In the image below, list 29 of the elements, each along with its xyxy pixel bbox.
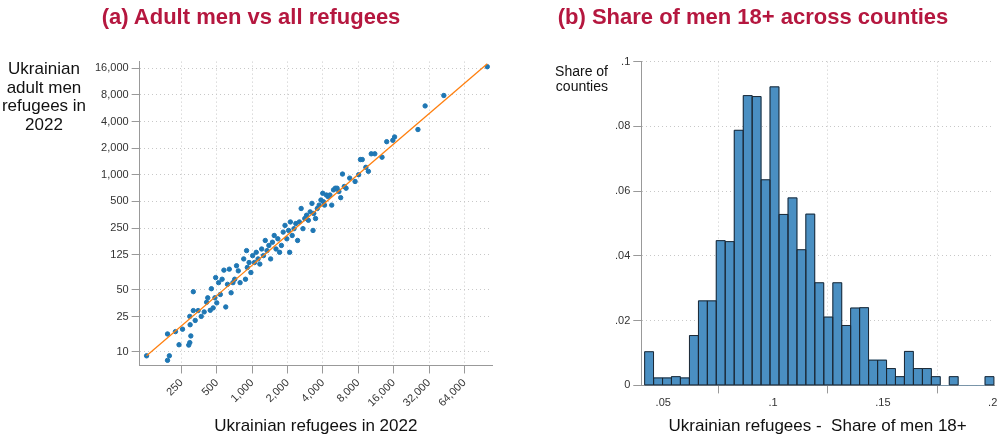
x-tick-label: .15 xyxy=(875,396,891,409)
y-tick-label: 4,000 xyxy=(101,114,129,127)
y-tick-label: .02 xyxy=(614,313,631,326)
y-tick-label: .04 xyxy=(614,248,631,261)
y-tick-label: 16,000 xyxy=(94,61,129,74)
y-tick-label: 250 xyxy=(110,221,129,234)
y-tick-label: .08 xyxy=(614,119,631,132)
chart-title: (b) Share of men 18+ across counties xyxy=(556,4,950,30)
x-axis-title: Ukrainian refugees in 2022 xyxy=(214,416,418,436)
x-axis-title: Ukrainian refugees - Share of men 18+ xyxy=(668,416,967,436)
x-tick-label: .1 xyxy=(768,396,778,409)
x-tick-label: .2 xyxy=(988,396,998,409)
y-tick-label: 0 xyxy=(624,378,631,391)
x-tick-label: 500 xyxy=(198,376,221,398)
y-tick-label: 8,000 xyxy=(101,87,129,100)
y-tick-label: 500 xyxy=(110,194,129,207)
y-tick-label: 2,000 xyxy=(101,141,129,154)
y-tick-label: .1 xyxy=(621,54,631,67)
y-tick-label: 25 xyxy=(116,309,129,322)
y-tick-label: 125 xyxy=(110,247,129,260)
y-tick-label: 1,000 xyxy=(101,167,129,180)
y-tick-label: 10 xyxy=(116,344,129,357)
y-axis-title: Ukrainian adult men refugees in 2022 xyxy=(0,59,88,135)
y-axis-title: Share of counties xyxy=(554,63,608,95)
chart-title: (a) Adult men vs all refugees xyxy=(100,4,402,30)
y-tick-label: .06 xyxy=(614,184,631,197)
y-tick-label: 50 xyxy=(116,282,129,295)
x-tick-label: 250 xyxy=(163,376,186,398)
x-tick-label: .05 xyxy=(655,396,671,409)
